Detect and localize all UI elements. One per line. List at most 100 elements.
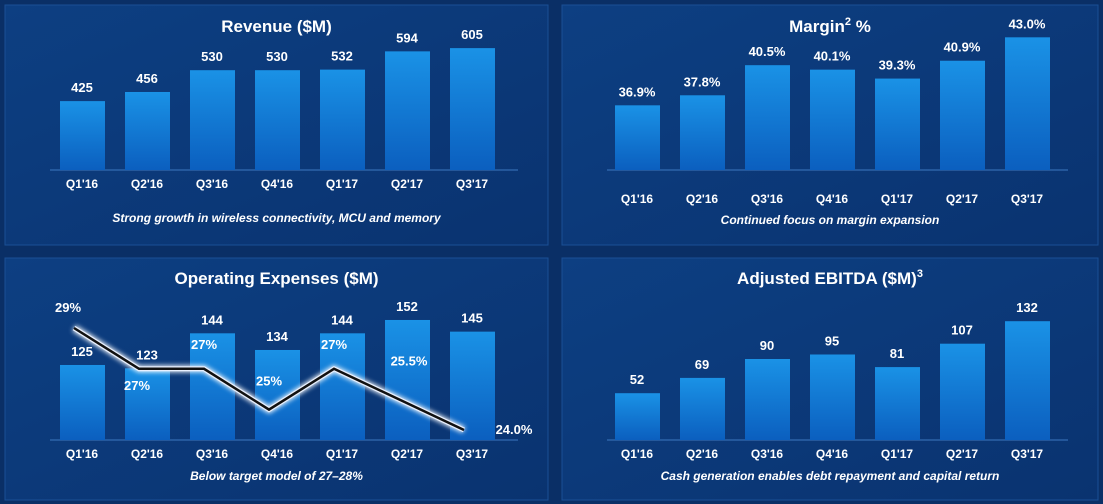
data-label: 134 (266, 329, 288, 344)
x-tick-label: Q1'17 (326, 447, 359, 461)
chart-title-text: Operating Expenses ($M) (174, 269, 378, 288)
chart-title: Margin2 % (789, 16, 871, 36)
title-superscript: 2 (845, 16, 851, 28)
data-label: 43.0% (1009, 16, 1046, 31)
bar-Q2'17 (940, 60, 985, 171)
x-tick-label: Q2'17 (946, 447, 979, 461)
chart-title-text: Margin (789, 17, 845, 36)
data-label: 39.3% (879, 58, 916, 73)
bar-Q4'16 (810, 69, 855, 170)
data-label: 69 (695, 357, 709, 372)
bar-Q2'16 (680, 377, 725, 440)
line-label: 29% (55, 300, 81, 315)
x-tick-label: Q4'16 (816, 192, 849, 206)
bar-Q1'17 (320, 333, 365, 440)
bar-Q2'17 (940, 343, 985, 440)
data-label: 40.1% (814, 49, 851, 64)
data-label: 605 (461, 27, 483, 42)
x-tick-label: Q1'17 (326, 177, 359, 191)
x-tick-label: Q2'17 (391, 177, 424, 191)
data-label: 107 (951, 323, 973, 338)
x-tick-label: Q2'17 (946, 192, 979, 206)
data-label: 152 (396, 299, 418, 314)
data-label: 40.5% (749, 44, 786, 59)
line-label: 27% (191, 337, 217, 352)
bar-Q3'17 (1005, 321, 1050, 440)
chart-panel-1: Margin2 % 36.9% Q1'16 37.8% Q2'16 40.5% Q3'16 4… (561, 4, 1099, 246)
bar-Q1'16 (615, 393, 660, 440)
chart-title-text: Adjusted EBITDA ($M) (737, 269, 917, 288)
data-label: 144 (331, 312, 353, 327)
x-tick-label: Q3'17 (456, 177, 489, 191)
line-label: 24.0% (496, 422, 533, 437)
x-tick-label: Q2'16 (686, 192, 719, 206)
data-label: 530 (266, 49, 288, 64)
chart-panel-2: Operating Expenses ($M) 125 Q1'16 123 Q2'16 1… (4, 257, 549, 501)
x-tick-label: Q3'16 (196, 177, 229, 191)
bar-Q3'17 (1005, 37, 1050, 170)
data-label: 90 (760, 338, 774, 353)
data-label: 37.8% (684, 74, 721, 89)
data-label: 425 (71, 80, 93, 95)
x-tick-label: Q2'16 (686, 447, 719, 461)
bar-Q2'17 (385, 319, 430, 440)
bar-Q1'16 (60, 101, 105, 170)
bar-Q1'17 (320, 69, 365, 170)
data-label: 81 (890, 346, 904, 361)
line-label: 27% (321, 337, 347, 352)
data-label: 36.9% (619, 84, 656, 99)
data-label: 40.9% (944, 40, 981, 55)
bar-Q3'17 (450, 48, 495, 170)
chart-title: Operating Expenses ($M) (174, 269, 378, 288)
line-label: 27% (124, 378, 150, 393)
x-tick-label: Q2'16 (131, 177, 164, 191)
bar-Q2'17 (385, 51, 430, 171)
chart-caption: Below target model of 27–28% (190, 469, 363, 483)
x-tick-label: Q4'16 (816, 447, 849, 461)
x-tick-label: Q2'16 (131, 447, 164, 461)
bar-Q1'16 (615, 105, 660, 170)
data-label: 530 (201, 49, 223, 64)
bar-Q3'16 (190, 70, 235, 170)
x-tick-label: Q3'17 (1011, 192, 1044, 206)
bar-Q1'17 (875, 78, 920, 170)
bar-Q3'16 (745, 65, 790, 170)
data-label: 52 (630, 372, 644, 387)
x-tick-label: Q3'16 (196, 447, 229, 461)
data-label: 123 (136, 347, 158, 362)
x-tick-label: Q4'16 (261, 447, 294, 461)
chart-title: Adjusted EBITDA ($M)3 (737, 268, 923, 288)
data-label: 594 (396, 30, 418, 45)
chart-title-text: Revenue ($M) (221, 17, 332, 36)
x-tick-label: Q3'16 (751, 447, 784, 461)
x-tick-label: Q1'16 (621, 447, 654, 461)
line-label: 25% (256, 374, 282, 389)
x-tick-label: Q3'17 (456, 447, 489, 461)
x-tick-label: Q1'16 (66, 177, 99, 191)
x-tick-label: Q1'16 (621, 192, 654, 206)
data-label: 132 (1016, 300, 1038, 315)
chart-panel-0: Revenue ($M) 425 Q1'16 456 Q2'16 530 Q3'16 530 Q… (4, 4, 549, 246)
data-label: 125 (71, 344, 93, 359)
bar-Q1'16 (60, 364, 105, 440)
x-tick-label: Q3'16 (751, 192, 784, 206)
x-tick-label: Q4'16 (261, 177, 294, 191)
chart-caption: Continued focus on margin expansion (721, 213, 940, 227)
x-tick-label: Q1'16 (66, 447, 99, 461)
line-series (73, 326, 465, 432)
line-label: 25.5% (391, 353, 428, 368)
data-label: 95 (825, 334, 839, 349)
bar-Q2'16 (125, 368, 170, 440)
bar-Q2'16 (680, 95, 725, 170)
x-tick-label: Q1'17 (881, 192, 914, 206)
data-label: 144 (201, 312, 223, 327)
chart-panel-3: Adjusted EBITDA ($M)3 52 Q1'16 69 Q2'16 90 Q3'… (561, 257, 1099, 501)
chart-caption: Strong growth in wireless connectivity, … (112, 211, 442, 225)
data-label: 456 (136, 71, 158, 86)
title-suffix: % (851, 17, 871, 36)
bar-Q3'17 (450, 331, 495, 440)
data-label: 532 (331, 49, 353, 64)
chart-caption: Cash generation enables debt repayment a… (661, 469, 1000, 483)
bar-Q4'16 (255, 70, 300, 170)
